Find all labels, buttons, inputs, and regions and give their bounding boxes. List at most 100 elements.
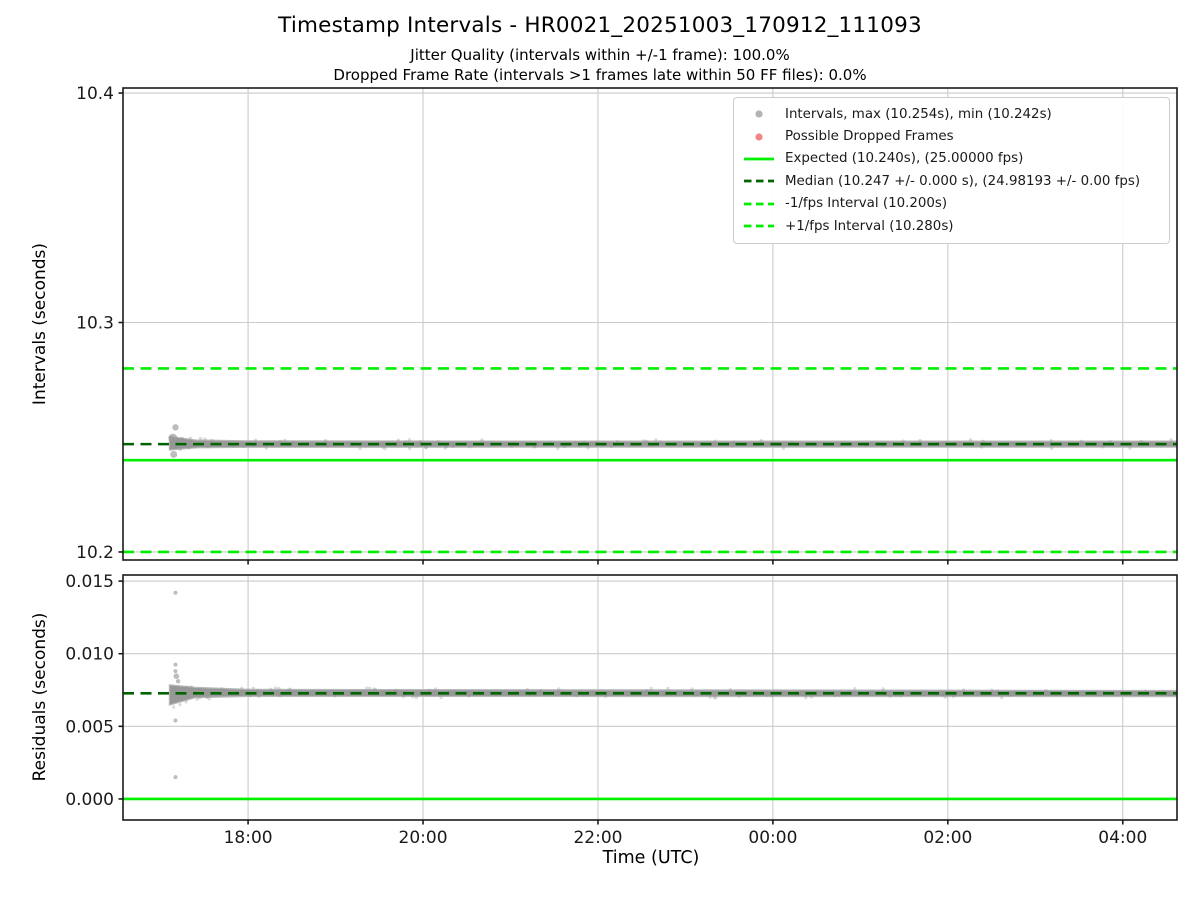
interval-point bbox=[1100, 445, 1105, 449]
interval-point bbox=[168, 445, 173, 450]
interval-point bbox=[981, 439, 985, 444]
interval-scatter-band bbox=[168, 684, 1178, 706]
interval-point bbox=[1167, 691, 1171, 695]
interval-point bbox=[837, 693, 841, 697]
x-tick-label: 04:00 bbox=[1098, 828, 1147, 848]
interval-point bbox=[658, 440, 663, 444]
interval-point bbox=[207, 696, 211, 701]
interval-point bbox=[358, 446, 362, 451]
interval-point bbox=[198, 436, 203, 441]
interval-point bbox=[1008, 693, 1012, 697]
interval-point bbox=[714, 696, 718, 700]
interval-point bbox=[941, 693, 945, 697]
interval-point bbox=[197, 695, 202, 700]
interval-point bbox=[195, 697, 199, 701]
interval-point bbox=[951, 694, 956, 698]
interval-point bbox=[433, 687, 438, 691]
interval-point bbox=[737, 694, 742, 698]
legend-label: -1/fps Interval (10.200s) bbox=[785, 196, 948, 212]
interval-point bbox=[770, 694, 774, 698]
legend-solid-line-icon bbox=[744, 157, 774, 161]
interval-point bbox=[1169, 438, 1173, 442]
interval-point bbox=[556, 446, 560, 450]
interval-point bbox=[451, 444, 455, 449]
interval-point bbox=[241, 444, 246, 448]
x-tick-label: 02:00 bbox=[923, 828, 972, 848]
outlier-point bbox=[173, 775, 178, 780]
interval-point bbox=[246, 688, 251, 692]
interval-point bbox=[804, 695, 808, 700]
interval-point bbox=[178, 702, 182, 707]
interval-point bbox=[436, 440, 440, 444]
interval-point bbox=[194, 445, 198, 449]
interval-point bbox=[759, 438, 764, 443]
interval-point bbox=[690, 687, 694, 691]
interval-point bbox=[833, 694, 837, 698]
legend-label: Expected (10.240s), (25.00000 fps) bbox=[785, 151, 1024, 167]
interval-point bbox=[532, 445, 537, 449]
interval-point bbox=[291, 440, 296, 445]
y-tick-label: 10.3 bbox=[76, 314, 114, 334]
outlier-point bbox=[173, 718, 178, 723]
interval-point bbox=[1049, 446, 1054, 450]
interval-point bbox=[367, 686, 372, 690]
interval-point bbox=[853, 687, 857, 691]
interval-point bbox=[666, 686, 670, 691]
outlier-point bbox=[175, 679, 181, 684]
axes-spines bbox=[122, 574, 1178, 821]
interval-point bbox=[364, 686, 369, 690]
interval-point bbox=[586, 445, 590, 450]
interval-point bbox=[180, 436, 185, 441]
interval-point bbox=[257, 694, 261, 699]
interval-point bbox=[678, 690, 682, 694]
interval-point bbox=[381, 445, 385, 449]
interval-point bbox=[708, 695, 712, 699]
interval-point bbox=[975, 690, 980, 695]
interval-point bbox=[424, 445, 428, 450]
interval-point bbox=[418, 439, 422, 444]
interval-point bbox=[881, 687, 885, 691]
interval-point bbox=[603, 694, 608, 699]
interval-point bbox=[728, 688, 733, 692]
interval-point bbox=[277, 686, 281, 691]
interval-point bbox=[539, 689, 543, 694]
interval-point bbox=[712, 695, 716, 700]
interval-point bbox=[278, 694, 282, 698]
interval-point bbox=[333, 694, 337, 698]
interval-point bbox=[901, 439, 906, 443]
legend-dashed-line-icon bbox=[744, 202, 774, 206]
interval-point bbox=[962, 688, 966, 692]
y-tick-label: 0.015 bbox=[65, 572, 114, 592]
interval-point bbox=[283, 438, 287, 442]
interval-point bbox=[834, 692, 838, 696]
interval-point bbox=[615, 439, 620, 444]
interval-point bbox=[556, 687, 561, 691]
legend-dashed-line-icon bbox=[744, 224, 774, 228]
interval-point bbox=[995, 689, 999, 693]
interval-point bbox=[188, 436, 193, 440]
interval-point bbox=[401, 694, 406, 699]
legend-label: +1/fps Interval (10.280s) bbox=[785, 218, 954, 234]
legend-entry: Possible Dropped Frames bbox=[742, 125, 1161, 147]
interval-point bbox=[809, 695, 814, 699]
interval-point bbox=[251, 686, 255, 690]
outlier-point bbox=[173, 673, 180, 680]
interval-point bbox=[414, 695, 419, 700]
interval-point bbox=[898, 694, 903, 698]
y-axis-label-residuals: Residuals (seconds) bbox=[30, 612, 50, 782]
interval-point bbox=[287, 688, 291, 692]
interval-point bbox=[407, 438, 412, 442]
interval-point bbox=[1143, 689, 1148, 693]
interval-point bbox=[210, 438, 214, 443]
legend-label: Possible Dropped Frames bbox=[785, 129, 954, 145]
outlier-point bbox=[173, 590, 178, 595]
outlier-point bbox=[168, 433, 178, 443]
interval-point bbox=[288, 687, 292, 691]
interval-point bbox=[1128, 446, 1132, 450]
interval-point bbox=[393, 688, 398, 693]
interval-point bbox=[253, 438, 258, 442]
y-axis-label-intervals: Intervals (seconds) bbox=[30, 242, 50, 406]
interval-point bbox=[1139, 439, 1143, 444]
x-tick-label: 00:00 bbox=[748, 828, 797, 848]
interval-point bbox=[346, 440, 350, 444]
